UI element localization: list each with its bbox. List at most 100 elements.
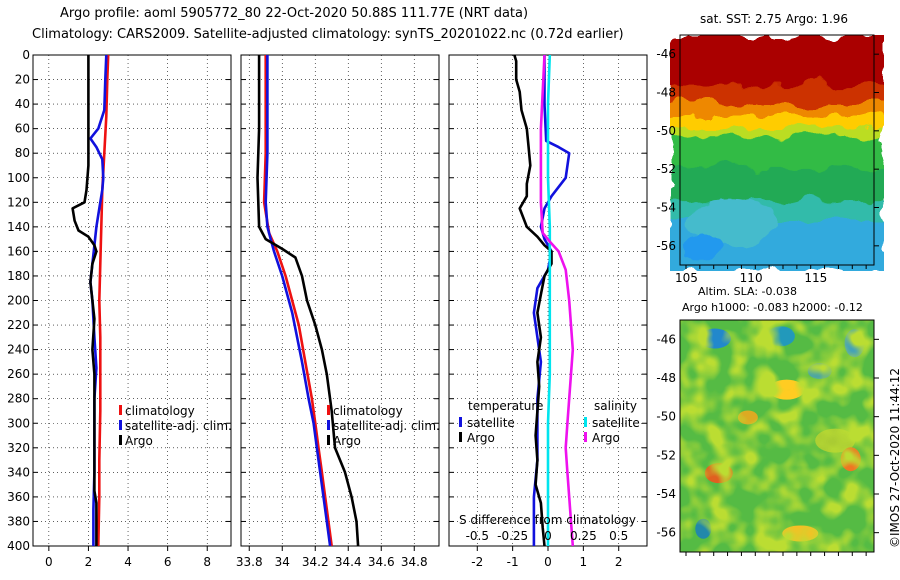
sst-map-title: sat. SST: 2.75 Argo: 1.96 <box>700 12 849 26</box>
map-y-tick-label: -50 <box>656 410 676 424</box>
secondary-tick-label: 0 <box>544 529 552 543</box>
map-sla-map: -46 -48 -50 -52 -54 -56 <box>656 319 879 556</box>
panel-temperature-profile: 0204060801001201401601802002202402602803… <box>7 48 232 569</box>
x-tick-label: 34.2 <box>302 555 329 569</box>
map-y-tick-label: -56 <box>656 526 676 540</box>
x-tick-label: -1 <box>507 555 519 569</box>
depth-tick-label: 120 <box>7 195 30 209</box>
sst-band <box>680 236 720 261</box>
map-frame <box>679 319 875 553</box>
depth-tick-label: 20 <box>15 73 30 87</box>
x-tick-label: 0 <box>45 555 53 569</box>
depth-tick-label: 60 <box>15 122 30 136</box>
legend-swatch <box>459 417 462 427</box>
legend-swatch <box>584 417 587 427</box>
depth-tick-label: 240 <box>7 343 30 357</box>
depth-tick-label: 180 <box>7 269 30 283</box>
secondary-tick-label: 0.25 <box>570 529 597 543</box>
x-tick-label: 2 <box>85 555 93 569</box>
sst-bands <box>670 35 884 271</box>
legend-label: satellite <box>467 416 515 430</box>
depth-tick-label: 380 <box>7 514 30 528</box>
legend-heading: temperature <box>468 399 543 413</box>
sla-map-subtitle: Argo h1000: -0.083 h2000: -0.12 <box>682 301 863 314</box>
legend-swatch <box>119 405 122 415</box>
depth-tick-label: 280 <box>7 392 30 406</box>
map-field <box>670 35 884 271</box>
map-y-tick-label: -56 <box>656 239 676 253</box>
diff-axis-caption: S difference from climatology <box>459 513 636 527</box>
sla-map-title: Altim. SLA: -0.038 <box>698 285 798 298</box>
secondary-tick-label: -0.25 <box>497 529 528 543</box>
map-y-tick-label: -48 <box>656 371 676 385</box>
plot-title-line2: Climatology: CARS2009. Satellite-adjuste… <box>32 27 624 42</box>
legend-label: satellite <box>592 416 640 430</box>
depth-tick-label: 320 <box>7 441 30 455</box>
legend-swatch <box>459 432 462 442</box>
legend-label: climatology <box>125 404 195 418</box>
map-y-tick-label: -54 <box>656 201 676 215</box>
x-tick-label: 34.4 <box>335 555 362 569</box>
depth-tick-label: 400 <box>7 539 30 553</box>
x-tick-label: -2 <box>471 555 483 569</box>
map-x-tick-label: 105 <box>675 271 698 285</box>
legend-swatch <box>584 432 587 442</box>
series-line-satellite-adj-clim- <box>264 55 332 546</box>
map-field <box>680 320 874 552</box>
depth-tick-label: 360 <box>7 490 30 504</box>
legend-heading: salinity <box>594 399 637 413</box>
series-line-temperature-argo <box>513 55 553 546</box>
depth-tick-label: 40 <box>15 97 30 111</box>
x-tick-label: 6 <box>164 555 172 569</box>
x-tick-label: 2 <box>615 555 623 569</box>
series-group <box>513 55 575 546</box>
legend-label: satellite-adj. clim. <box>125 419 232 433</box>
x-tick-label: 0 <box>544 555 552 569</box>
sla-texture-fill <box>680 320 874 552</box>
panel-difference-profile: -2 -1 0 1 2temperaturesatelliteArgosalinitys… <box>448 54 648 569</box>
legend-label: Argo <box>467 431 495 445</box>
legend-swatch <box>327 420 330 430</box>
sst-band <box>685 198 775 249</box>
depth-tick-label: 160 <box>7 244 30 258</box>
depth-tick-label: 220 <box>7 318 30 332</box>
legend-swatch <box>327 435 330 445</box>
map-sst-map: -46 -48 -50 -52 -54 -56 105 110 115 <box>656 34 884 285</box>
x-tick-label: 34.8 <box>401 555 428 569</box>
legend-label: Argo <box>592 431 620 445</box>
map-y-tick-label: -54 <box>656 487 676 501</box>
legend-label: climatology <box>333 404 403 418</box>
sla-field <box>680 320 874 552</box>
map-frame <box>679 34 875 266</box>
legend-label: Argo <box>125 434 153 448</box>
series-line-argo <box>256 55 360 546</box>
legend-label: satellite-adj. clim. <box>333 419 440 433</box>
depth-tick-label: 300 <box>7 416 30 430</box>
depth-tick-label: 100 <box>7 171 30 185</box>
legend-swatch <box>119 420 122 430</box>
map-y-tick-label: -52 <box>656 162 676 176</box>
series-line-salinity-satellite <box>546 55 552 546</box>
x-tick-label: 33.8 <box>236 555 263 569</box>
secondary-tick-label: 0.5 <box>609 529 628 543</box>
x-tick-label: 4 <box>124 555 132 569</box>
depth-tick-label: 260 <box>7 367 30 381</box>
legend-label: Argo <box>333 434 361 448</box>
series-line-climatology <box>97 55 110 546</box>
map-x-tick-label: 110 <box>740 271 763 285</box>
x-tick-label: 8 <box>203 555 211 569</box>
series-line-argo <box>71 55 98 546</box>
depth-tick-label: 80 <box>15 146 30 160</box>
depth-tick-label: 200 <box>7 294 30 308</box>
map-x-tick-label: 115 <box>804 271 827 285</box>
map-y-tick-label: -48 <box>656 86 676 100</box>
depth-tick-label: 0 <box>22 48 30 62</box>
panel-salinity-profile: 33.8 34 34.2 34.4 34.6 34.8 climatologysatelli… <box>236 54 440 569</box>
map-y-tick-label: -52 <box>656 448 676 462</box>
plot-title-line1: Argo profile: aoml 5905772_80 22-Oct-202… <box>60 6 529 21</box>
series-line-salinity-argo <box>539 55 575 546</box>
secondary-tick-label: -0.5 <box>466 529 489 543</box>
series-group <box>71 55 110 546</box>
x-tick-label: 34 <box>275 555 290 569</box>
